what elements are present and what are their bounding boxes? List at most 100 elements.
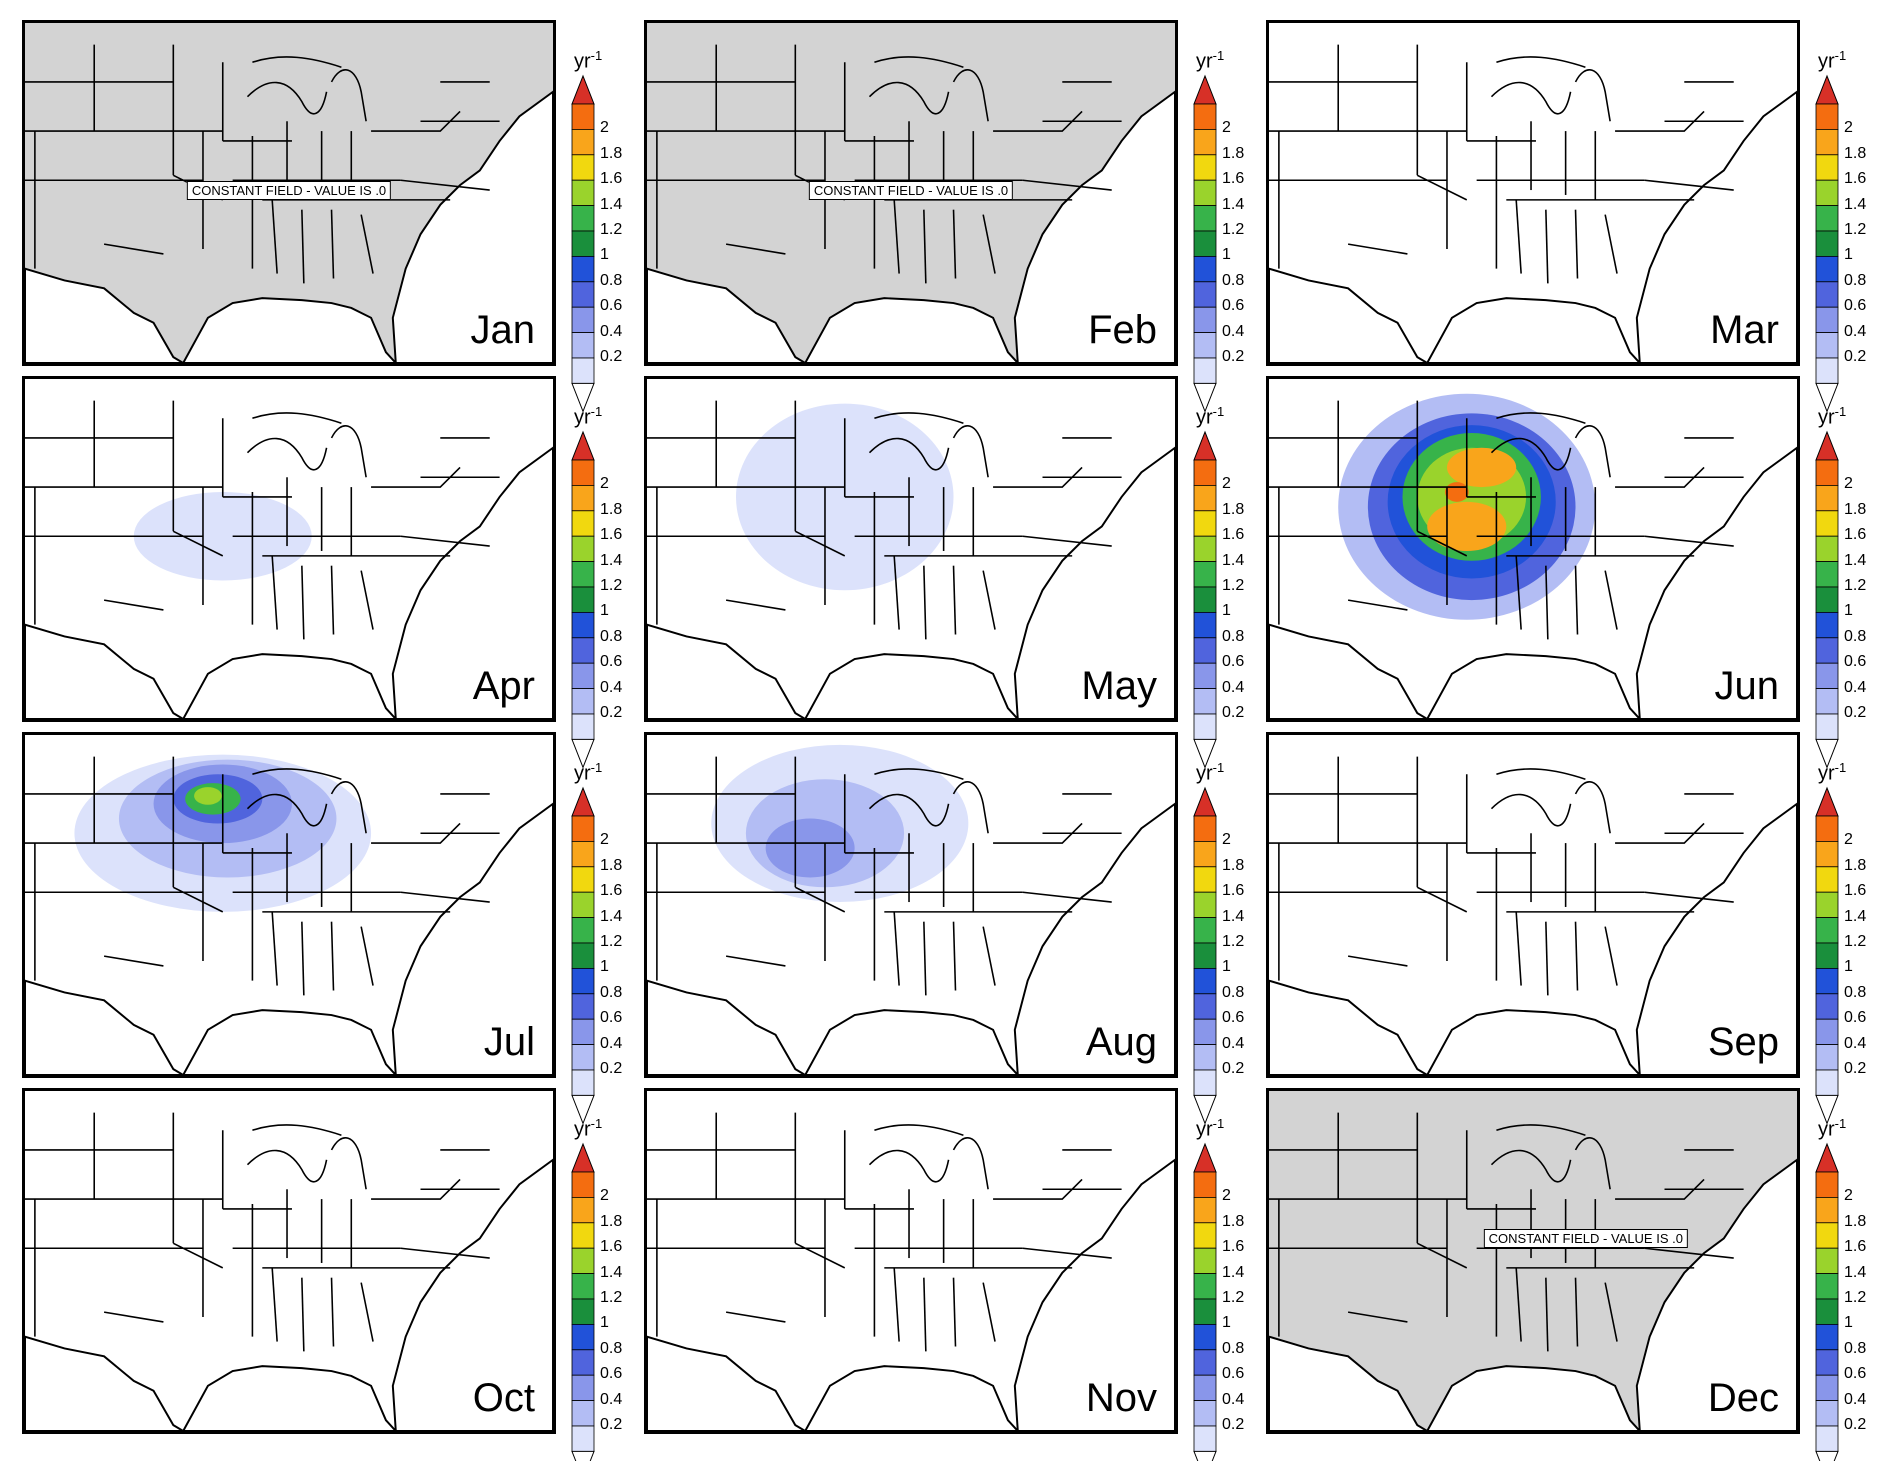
colorbar-segment <box>1815 1374 1839 1401</box>
colorbar-tick-label: 1.8 <box>1222 144 1245 162</box>
state-border <box>794 1242 846 1269</box>
state-border <box>874 768 964 780</box>
colorbar-segment <box>571 967 595 995</box>
state-border <box>1545 565 1549 640</box>
state-border <box>1490 793 1572 827</box>
colorbar-bottom-arrow <box>571 1450 595 1461</box>
state-border <box>400 179 490 191</box>
colorbar: yr-1 2 1.8 1.6 1.4 1.2 1 0.8 0.6 0.4 0.2 <box>571 760 623 1125</box>
ocean-area <box>647 446 1175 719</box>
state-border <box>1515 199 1522 274</box>
colorbar-tick-label: 0.2 <box>1222 1416 1245 1433</box>
colorbar-unit: yr-1 <box>1818 48 1847 73</box>
map-panel-mar: Mar yr-1 2 1.8 1.6 1.4 1.2 1 0.8 0.6 0.4 0.2 <box>1244 18 1867 413</box>
month-label: Oct <box>472 1376 535 1420</box>
heat-contour-0 <box>133 492 312 581</box>
colorbar-tick-label: 0.2 <box>600 1416 623 1433</box>
state-border <box>103 1311 164 1323</box>
state-border <box>1496 768 1586 780</box>
colorbar-unit: yr-1 <box>1196 760 1225 785</box>
colorbar-segment <box>1193 1400 1217 1427</box>
colorbar-tick-label: 1.2 <box>1222 933 1245 950</box>
map-panel-oct: Oct yr-1 2 1.8 1.6 1.4 1.2 1 0.8 0.6 0.4 0.2 <box>0 1086 623 1461</box>
state-border <box>1496 412 1586 424</box>
colorbar-tick-label: 0.6 <box>1222 653 1245 671</box>
colorbar-segment <box>1193 891 1217 918</box>
state-border <box>874 412 964 424</box>
colorbar-segment <box>1815 154 1839 181</box>
colorbar-segment <box>1193 230 1217 257</box>
colorbar-bottom-arrow <box>1193 738 1217 769</box>
colorbar-tick-label: 1.4 <box>600 195 623 213</box>
state-border <box>1347 1311 1408 1323</box>
colorbar-unit: yr-1 <box>574 404 603 429</box>
colorbar-segment <box>1193 1298 1217 1325</box>
us-map <box>647 744 1175 1075</box>
colorbar-scale <box>1815 786 1839 1125</box>
state-border <box>982 1282 996 1342</box>
colorbar-segment <box>1815 103 1839 130</box>
state-border <box>1490 1149 1572 1183</box>
state-border <box>874 1124 964 1136</box>
state-border <box>923 209 927 284</box>
state-border <box>1416 886 1468 913</box>
colorbar-tick-label: 0.8 <box>1222 1339 1245 1357</box>
colorbar: yr-1 2 1.8 1.6 1.4 1.2 1 0.8 0.6 0.4 0.2 <box>1193 1116 1245 1461</box>
colorbar-segment <box>1193 561 1217 588</box>
colorbar-segment <box>1193 1273 1217 1300</box>
colorbar-top-arrow <box>1193 1142 1217 1173</box>
state-border <box>1347 243 1408 255</box>
state-border <box>1490 81 1572 115</box>
colorbar-tick-label: 1.2 <box>1844 1289 1867 1306</box>
colorbar-tick-label: 0.8 <box>1844 271 1867 289</box>
colorbar-segment <box>1193 129 1217 156</box>
state-border <box>893 911 900 986</box>
state-border <box>172 886 224 913</box>
state-border <box>271 555 278 630</box>
colorbar-tick-label: 1.2 <box>1844 577 1867 594</box>
colorbar-bottom-arrow <box>1193 382 1217 413</box>
colorbar-top-arrow <box>1193 74 1217 105</box>
state-border <box>371 822 461 844</box>
colorbar-bottom-arrow <box>1193 1450 1217 1461</box>
colorbar-tick-label: 2 <box>600 119 609 137</box>
state-border <box>952 1137 989 1190</box>
colorbar-top-arrow <box>1815 786 1839 817</box>
state-border <box>371 1178 461 1200</box>
colorbar-top-arrow <box>571 786 595 817</box>
state-border <box>400 891 490 903</box>
heat-contour-5 <box>194 787 222 805</box>
colorbar-tick-label: 0.2 <box>1222 348 1245 365</box>
colorbar-segment <box>1193 205 1217 232</box>
colorbar-segment <box>1193 1247 1217 1274</box>
month-label: Aug <box>1085 1020 1157 1064</box>
colorbar-tick-label: 1.2 <box>600 577 623 594</box>
state-border <box>103 955 164 967</box>
colorbar-segment <box>1815 993 1839 1020</box>
state-border <box>952 921 957 991</box>
colorbar-tick-label: 0.6 <box>1844 1365 1867 1383</box>
colorbar-tick-label: 1.6 <box>1222 1238 1245 1256</box>
state-border <box>1574 565 1579 635</box>
colorbar-segment <box>571 510 595 537</box>
map-panel-jan: CONSTANT FIELD - VALUE IS .0 Jan yr-1 2 1.8 1… <box>0 18 623 413</box>
state-border <box>1545 921 1549 996</box>
state-border <box>1574 781 1611 834</box>
colorbar-tick-label: 0.8 <box>600 1339 623 1357</box>
colorbar-tick-label: 1 <box>1844 246 1853 264</box>
state-border <box>725 599 786 611</box>
colorbar-tick-label: 1.8 <box>1844 500 1867 518</box>
colorbar: yr-1 2 1.8 1.6 1.4 1.2 1 0.8 0.6 0.4 0.2 <box>1193 48 1245 413</box>
colorbar-tick-label: 1.6 <box>600 882 623 900</box>
map-frame: Aug <box>644 732 1178 1078</box>
state-border <box>400 535 490 547</box>
colorbar-tick-label: 1.4 <box>1844 907 1867 925</box>
state-border <box>1022 1247 1112 1259</box>
colorbar-tick-label: 0.8 <box>1844 1339 1867 1357</box>
state-border <box>993 110 1083 132</box>
us-map <box>25 754 553 1075</box>
colorbar-tick-label: 0.2 <box>600 1060 623 1077</box>
colorbar-tick-label: 1.4 <box>1222 907 1245 925</box>
state-border <box>1490 437 1572 471</box>
